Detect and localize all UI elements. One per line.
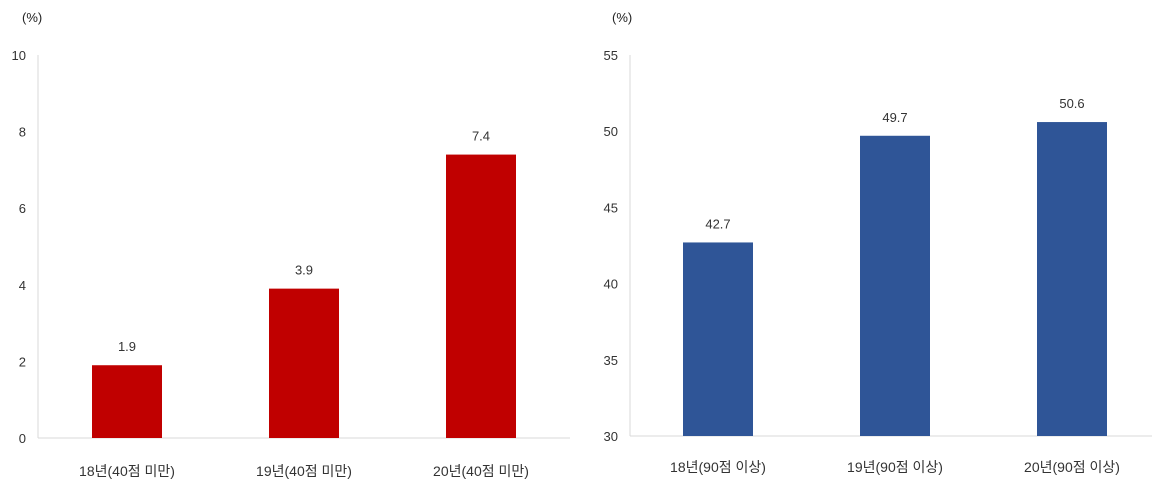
right-data-label: 42.7 [705,216,730,231]
left-y-tick-label: 6 [19,201,26,216]
right-data-labels: 42.7 49.7 50.6 [705,96,1084,231]
right-category-label: 19년(90점 이상) [847,459,943,475]
right-category-label: 20년(90점 이상) [1024,459,1120,475]
left-chart: (%) 0 2 4 6 8 10 1.9 3.9 7.4 18년(40점 미만) 19년(40점… [12,10,570,479]
right-y-tick-label: 35 [604,353,618,368]
left-data-label: 3.9 [295,263,313,278]
left-data-label: 1.9 [118,339,136,354]
left-bars [92,154,516,438]
left-category-label: 20년(40점 미만) [433,463,529,479]
right-bar [1037,122,1107,436]
right-data-label: 50.6 [1059,96,1084,111]
left-bar [92,365,162,438]
right-y-tick-label: 45 [604,200,618,215]
right-y-tick-label: 40 [604,277,618,292]
left-category-labels: 18년(40점 미만) 19년(40점 미만) 20년(40점 미만) [79,463,529,479]
left-y-tick-label: 4 [19,278,26,293]
left-bar [446,154,516,438]
left-data-label: 7.4 [472,129,490,144]
right-category-labels: 18년(90점 이상) 19년(90점 이상) 20년(90점 이상) [670,459,1120,475]
right-category-label: 18년(90점 이상) [670,459,766,475]
left-y-tick-label: 8 [19,125,26,140]
right-bar [683,242,753,436]
right-y-tick-label: 50 [604,124,618,139]
right-bars [683,122,1107,436]
left-y-tick-label: 2 [19,354,26,369]
left-bar [269,288,339,438]
right-data-label: 49.7 [882,110,907,125]
left-unit-label: (%) [22,10,42,25]
left-data-labels: 1.9 3.9 7.4 [118,129,490,355]
right-y-tick-label: 30 [604,429,618,444]
right-y-ticks: 30 35 40 45 50 55 [604,48,618,444]
right-y-tick-label: 55 [604,48,618,63]
right-chart: (%) 30 35 40 45 50 55 42.7 49.7 50.6 18년(90점 이상… [604,10,1152,475]
right-unit-label: (%) [612,10,632,25]
right-bar [860,135,930,436]
left-y-tick-label: 10 [12,48,26,63]
left-y-ticks: 0 2 4 6 8 10 [12,48,26,446]
left-y-tick-label: 0 [19,431,26,446]
left-category-label: 18년(40점 미만) [79,463,175,479]
left-category-label: 19년(40점 미만) [256,463,352,479]
